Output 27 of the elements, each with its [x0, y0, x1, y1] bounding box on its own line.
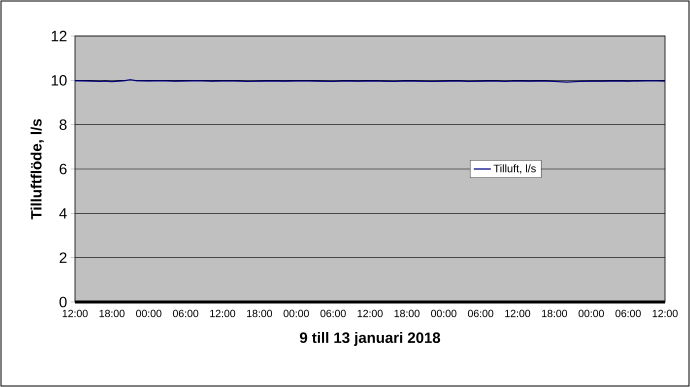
- x-tick-label: 00:00: [136, 310, 162, 318]
- y-tick-label: 10: [52, 75, 67, 86]
- x-tick-label: 06:00: [468, 310, 494, 318]
- x-tick-label: 12:00: [210, 310, 236, 318]
- x-tick-label: 12:00: [652, 310, 678, 318]
- x-tick-label: 18:00: [247, 310, 272, 318]
- x-tick-label: 06:00: [320, 310, 346, 318]
- x-tick-label: 06:00: [615, 310, 641, 318]
- x-tick-label: 18:00: [394, 310, 420, 318]
- y-tick-label: 2: [60, 252, 66, 263]
- y-tick-label: 6: [60, 164, 67, 174]
- y-tick-label: 4: [59, 208, 67, 218]
- y-axis-title: Tilluftflöde, l/s: [30, 119, 44, 220]
- y-tick-label: 8: [60, 119, 67, 130]
- x-tick-label: 12:00: [505, 310, 530, 318]
- y-tick-label: 0: [60, 296, 67, 308]
- x-tick-label: 12:00: [358, 310, 383, 318]
- x-tick-label: 00:00: [284, 310, 309, 318]
- legend-label: Tilluft, l/s: [494, 164, 536, 174]
- x-tick-label: 06:00: [172, 310, 198, 318]
- y-tick-label: 12: [52, 30, 66, 42]
- x-axis-title: 9 till 13 januari 2018: [300, 332, 440, 346]
- x-tick-label: 00:00: [578, 310, 604, 318]
- x-tick-label: 00:00: [431, 310, 456, 318]
- x-tick-label: 12:00: [62, 310, 88, 318]
- x-tick-label: 18:00: [542, 310, 568, 318]
- x-tick-label: 18:00: [100, 310, 125, 318]
